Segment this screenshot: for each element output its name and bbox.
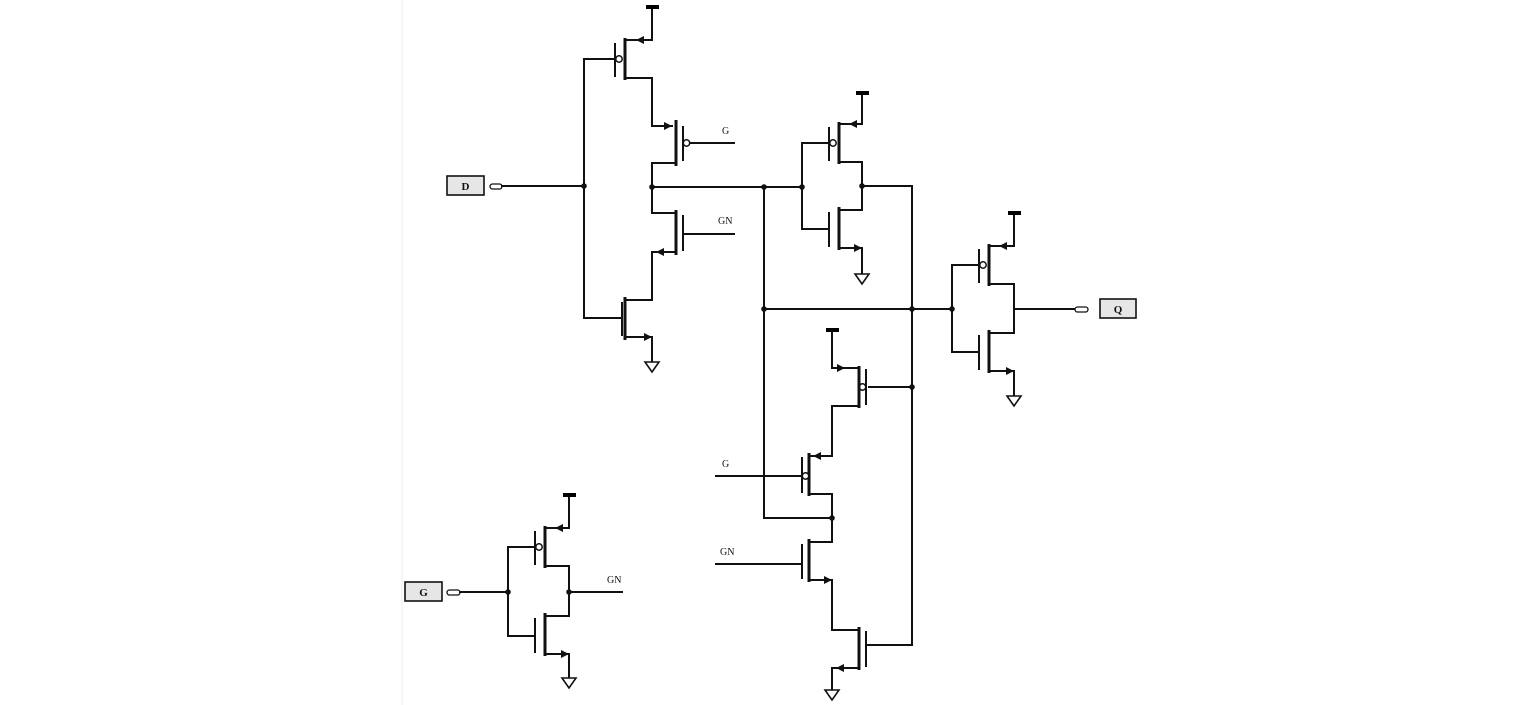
label-gn-mid: GN xyxy=(720,547,734,558)
label-g-mid: G xyxy=(722,459,729,470)
input-stage: D G xyxy=(446,5,735,374)
feedback-clocked-inverter: G GN xyxy=(715,328,913,702)
pmos-input-top xyxy=(614,36,653,80)
g-input-port[interactable]: G xyxy=(404,581,461,602)
output-inverter xyxy=(949,211,1076,408)
ground-4 xyxy=(823,689,841,702)
label-g-top: G xyxy=(722,126,729,137)
g-inverter: G GN xyxy=(404,493,623,690)
ground-1 xyxy=(643,361,661,374)
nmos-input-bottom xyxy=(621,297,653,363)
q-output-port[interactable]: Q xyxy=(1074,298,1137,319)
pmos-transmission-g: G xyxy=(651,120,735,166)
label-gn-inv: GN xyxy=(607,575,621,586)
ground-2 xyxy=(853,273,871,286)
svg-text:Q: Q xyxy=(1114,304,1123,316)
inverter-1 xyxy=(799,91,871,286)
svg-text:G: G xyxy=(419,587,428,599)
svg-text:D: D xyxy=(462,181,470,193)
vdd-rail-1 xyxy=(646,5,659,41)
ground-3 xyxy=(1005,395,1023,408)
ground-5 xyxy=(560,677,578,690)
nmos-transmission-gn: GN xyxy=(651,210,735,256)
label-gn-top: GN xyxy=(718,216,732,227)
d-input-port[interactable]: D xyxy=(446,175,503,196)
